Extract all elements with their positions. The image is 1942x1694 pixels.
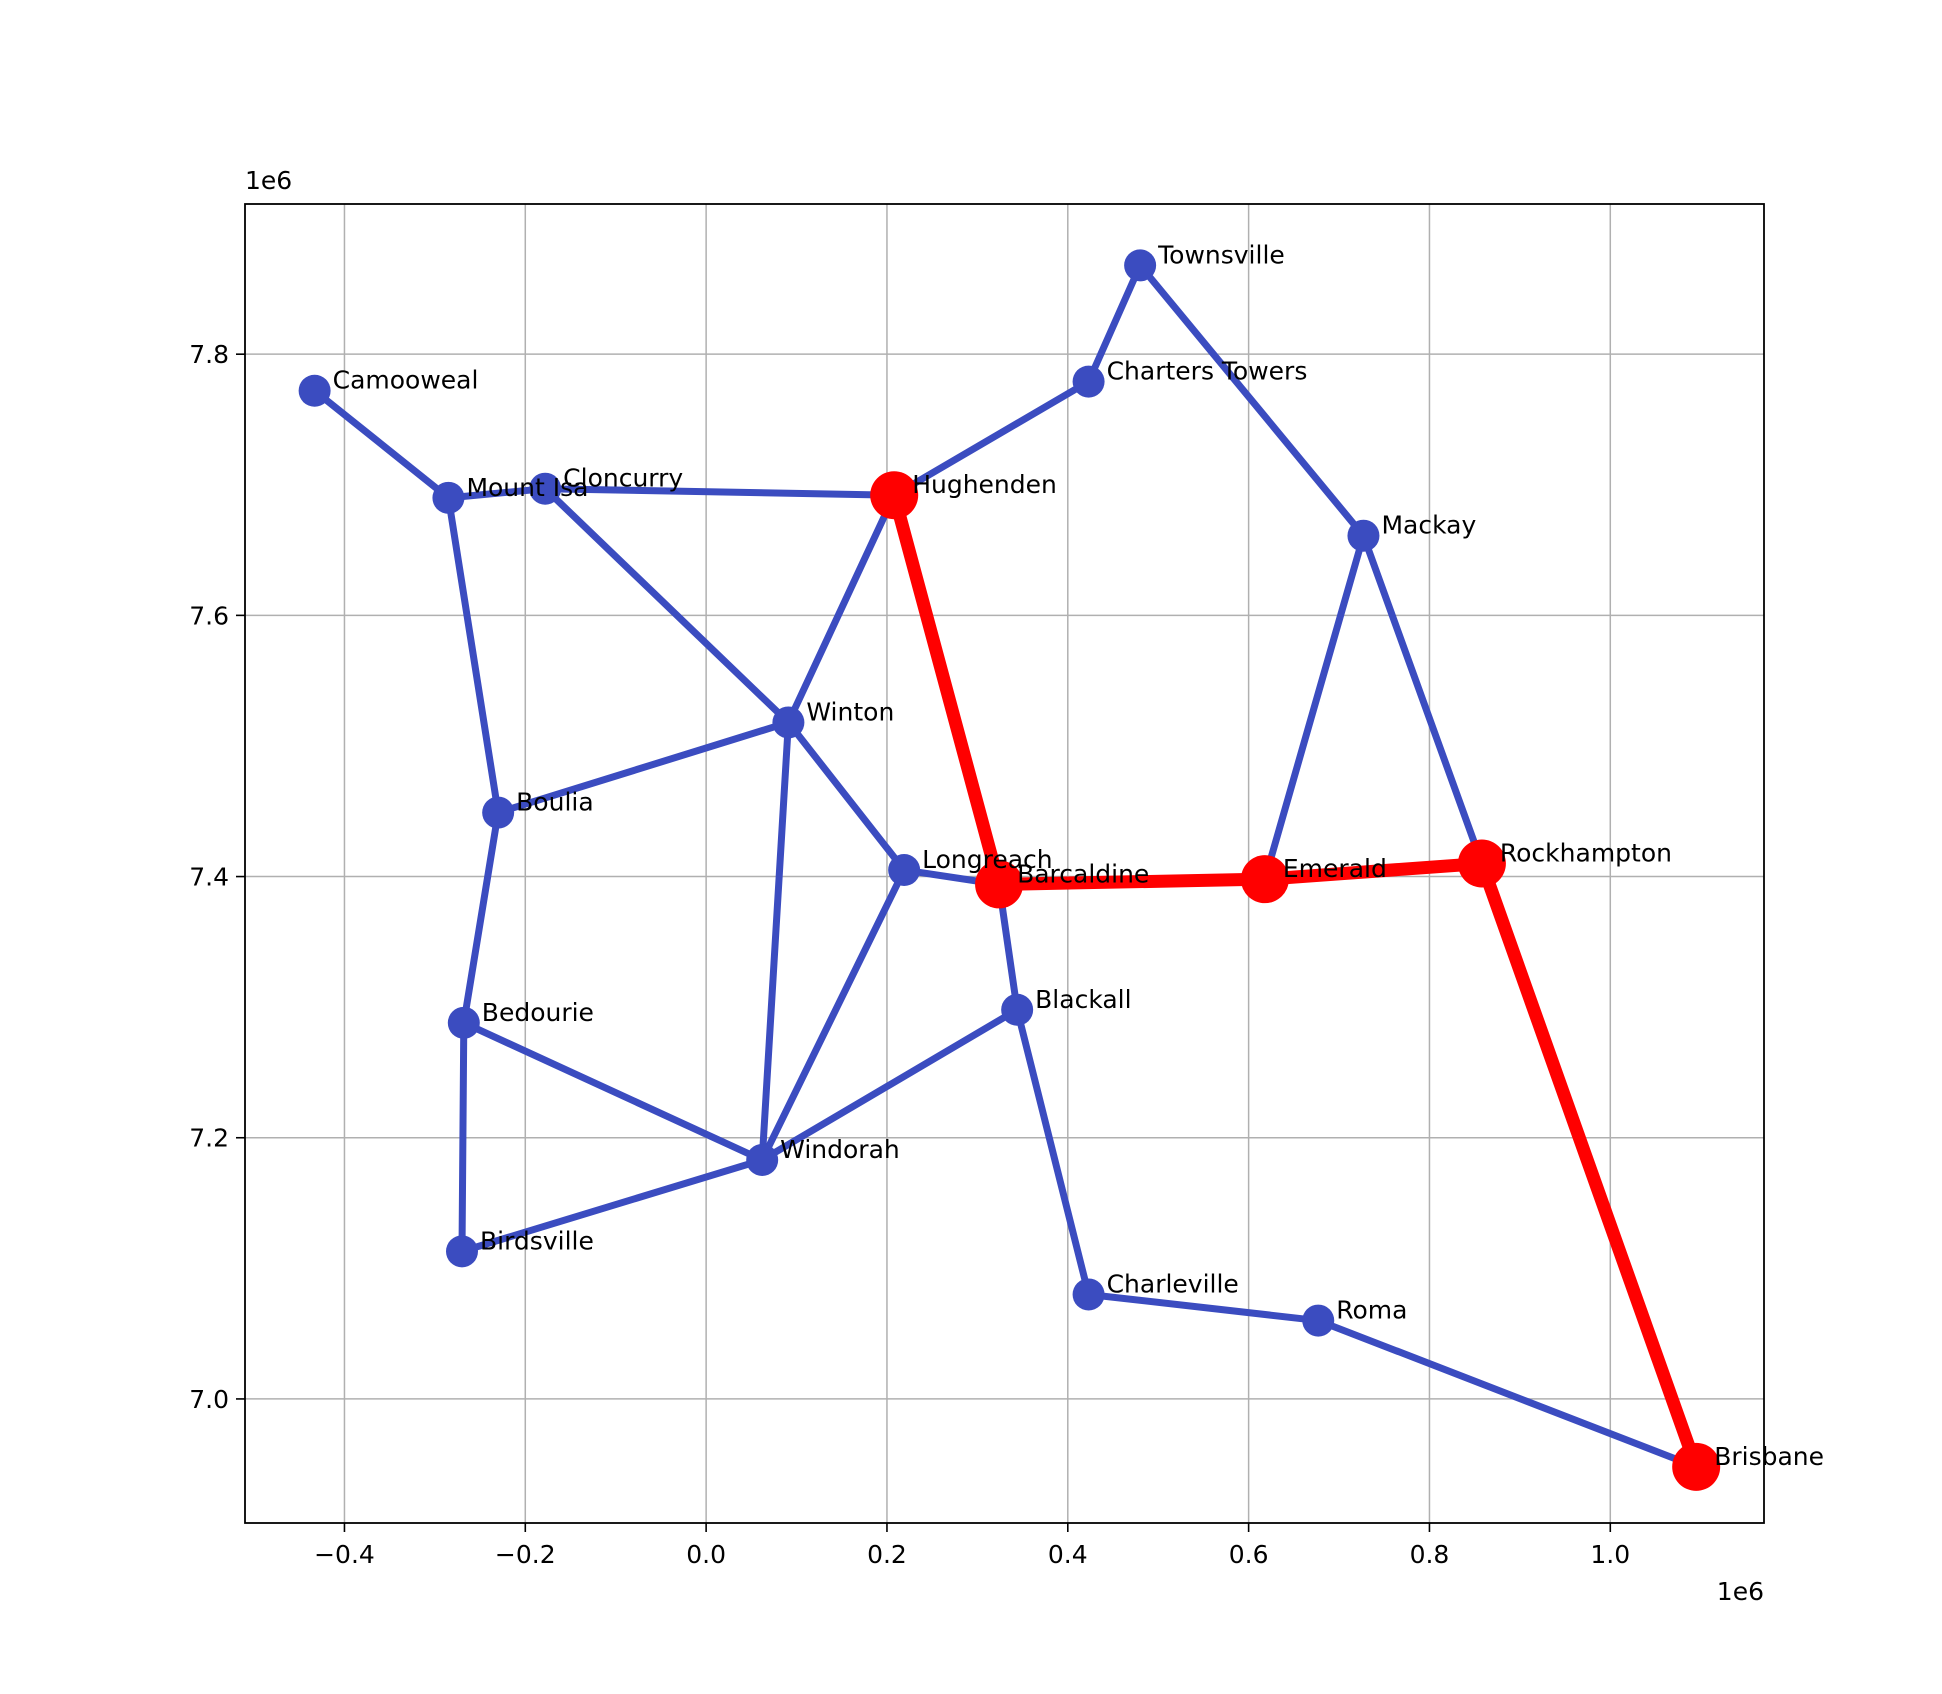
node-birdsville [446, 1235, 478, 1268]
node-label-longreach: Longreach [922, 845, 1053, 874]
edge-winton-longreach [784, 718, 908, 874]
node-charleville [1072, 1278, 1105, 1311]
node-bedourie [447, 1006, 480, 1039]
node-label-brisbane: Brisbane [1714, 1442, 1824, 1471]
network-nodes [298, 249, 1721, 1491]
edge-blackall-charleville [1013, 1006, 1093, 1298]
edge-winton-windorah [758, 718, 792, 1164]
node-label-rockhampton: Rockhampton [1500, 839, 1672, 868]
node-label-blackall: Blackall [1035, 985, 1131, 1014]
plot-frame [244, 203, 1765, 1524]
x-tick-label: 1.0 [1590, 1540, 1630, 1569]
node-roma [1302, 1304, 1335, 1337]
node-label-charleville: Charleville [1107, 1269, 1239, 1298]
edge-bedourie-birdsville [458, 1019, 468, 1255]
path-edge-hughenden-barcaldine [887, 488, 1006, 891]
node-label-charters-towers: Charters Towers [1107, 357, 1308, 386]
node-barcaldine [975, 860, 1024, 909]
edge-cloncurry-hughenden [541, 485, 898, 499]
node-label-winton: Winton [806, 697, 894, 726]
edge-birdsville-windorah [458, 1156, 766, 1255]
node-label-townsville: Townsville [1157, 240, 1285, 269]
path-edge-emerald-rockhampton [1258, 857, 1489, 886]
node-charters-towers [1072, 365, 1105, 398]
x-tick-label: 0.8 [1410, 1540, 1450, 1569]
x-tick-label: −0.2 [495, 1540, 556, 1569]
x-tick-label: 0.2 [867, 1540, 907, 1569]
y-tick-label: 7.2 [189, 1124, 229, 1153]
edge-townsville-mackay [1136, 261, 1367, 540]
node-label-cloncurry: Cloncurry [563, 464, 683, 493]
edge-hughenden-charters-towers [890, 378, 1093, 499]
node-label-barcaldine: Barcaldine [1017, 859, 1149, 888]
y-tick-label: 7.0 [189, 1385, 229, 1414]
edge-roma-brisbane [1314, 1317, 1700, 1471]
node-brisbane [1672, 1442, 1721, 1491]
x-tick-label: 0.0 [686, 1540, 726, 1569]
node-mount-isa [432, 481, 465, 514]
node-longreach [888, 854, 921, 887]
node-label-mackay: Mackay [1381, 511, 1476, 540]
edge-mount-isa-boulia [444, 494, 502, 817]
edge-winton-boulia [494, 718, 792, 817]
x-tick-label: −0.4 [314, 1540, 375, 1569]
edge-charleville-roma [1085, 1290, 1322, 1325]
node-winton [772, 706, 805, 739]
node-label-emerald: Emerald [1283, 854, 1387, 883]
edge-mount-isa-cloncurry [444, 485, 549, 502]
node-camooweal [298, 374, 331, 407]
edge-mackay-rockhampton [1359, 532, 1486, 867]
node-label-roma: Roma [1336, 1296, 1407, 1325]
node-blackall [1001, 993, 1034, 1026]
x-axis-offset-label: 1e6 [1717, 1577, 1764, 1606]
node-label-boulia: Boulia [516, 788, 594, 817]
edge-hughenden-winton [784, 491, 898, 726]
node-hughenden [870, 471, 919, 520]
edge-longreach-windorah [758, 866, 908, 1164]
node-label-bedourie: Bedourie [482, 998, 594, 1027]
y-tick-label: 7.8 [189, 340, 229, 369]
node-label-hughenden: Hughenden [912, 470, 1057, 499]
edge-cloncurry-winton [541, 485, 792, 726]
y-tick-label: 7.6 [189, 601, 229, 630]
path-edge-barcaldine-emerald [992, 872, 1272, 891]
edge-mackay-emerald [1261, 532, 1367, 883]
node-townsville [1124, 249, 1157, 282]
edge-blackall-windorah [758, 1006, 1021, 1164]
node-windorah [746, 1143, 779, 1176]
x-tick-label: 0.4 [1048, 1540, 1088, 1569]
edge-boulia-bedourie [460, 809, 502, 1027]
y-tick-label: 7.4 [189, 863, 229, 892]
node-label-birdsville: Birdsville [480, 1226, 594, 1255]
path-edge-rockhampton-brisbane [1475, 857, 1703, 1474]
edge-camooweal-mount-isa [311, 387, 452, 502]
edge-bedourie-windorah [460, 1019, 766, 1164]
x-tick-label: 0.6 [1229, 1540, 1269, 1569]
node-mackay [1347, 519, 1380, 552]
node-label-windorah: Windorah [780, 1135, 900, 1164]
y-axis-offset-label: 1e6 [245, 166, 292, 195]
node-label-mount-isa: Mount Isa [466, 473, 588, 502]
axis-ticks: −0.4 −0.2 0.0 0.2 0.4 0.6 0.8 1.0 7.0 7.2 7.4 7.6 7.… [189, 340, 1630, 1569]
node-cloncurry [529, 472, 562, 505]
node-boulia [482, 796, 515, 829]
node-rockhampton [1457, 839, 1506, 888]
node-label-camooweal: Camooweal [333, 366, 479, 395]
node-emerald [1240, 855, 1289, 904]
highlighted-path [887, 488, 1703, 1474]
edge-charters-towers-townsville [1085, 261, 1144, 386]
